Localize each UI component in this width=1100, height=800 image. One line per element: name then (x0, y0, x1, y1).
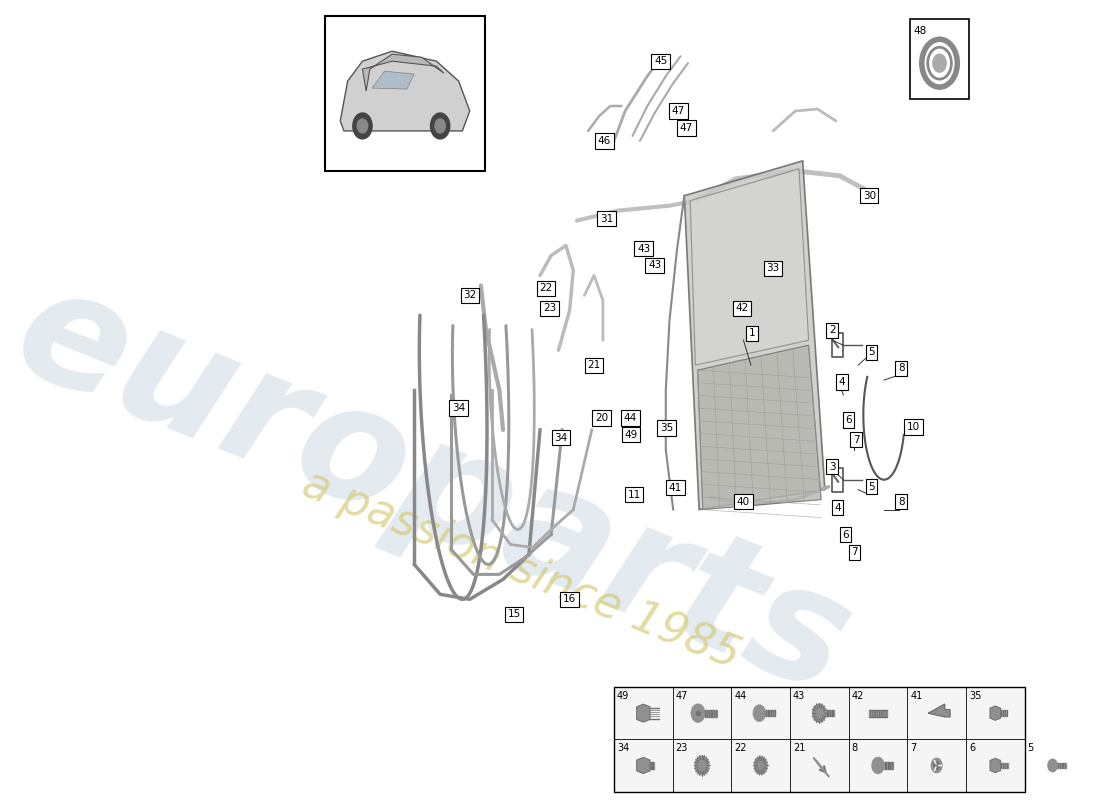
Circle shape (430, 113, 450, 139)
Circle shape (754, 705, 766, 722)
FancyBboxPatch shape (326, 16, 484, 170)
Text: 5: 5 (868, 347, 875, 357)
Text: 7: 7 (911, 743, 916, 754)
Text: 8: 8 (851, 743, 858, 754)
Text: 47: 47 (672, 106, 685, 116)
Text: 4: 4 (838, 377, 845, 387)
Text: 4: 4 (834, 502, 840, 513)
Circle shape (934, 762, 939, 769)
Text: 43: 43 (648, 261, 661, 270)
Circle shape (755, 757, 767, 774)
Text: 48: 48 (914, 26, 927, 36)
Text: 6: 6 (969, 743, 975, 754)
Circle shape (695, 756, 708, 775)
Circle shape (353, 113, 372, 139)
Text: 31: 31 (600, 214, 613, 224)
Circle shape (1048, 759, 1057, 772)
Text: 47: 47 (680, 123, 693, 133)
Text: 3: 3 (829, 462, 836, 472)
Text: 34: 34 (554, 433, 568, 443)
Circle shape (932, 758, 942, 773)
Text: 32: 32 (463, 290, 476, 300)
Text: 35: 35 (660, 423, 673, 433)
Text: 5: 5 (868, 482, 875, 492)
Text: 21: 21 (793, 743, 805, 754)
Text: europarts: europarts (0, 253, 871, 727)
Text: 49: 49 (617, 691, 629, 701)
Polygon shape (372, 71, 415, 89)
Text: a passion since 1985: a passion since 1985 (296, 462, 747, 677)
Circle shape (691, 704, 705, 722)
Text: 11: 11 (627, 490, 640, 500)
Text: 35: 35 (969, 691, 981, 701)
Text: 23: 23 (543, 303, 557, 314)
Text: 34: 34 (617, 743, 629, 754)
Text: 22: 22 (735, 743, 747, 754)
Circle shape (358, 119, 367, 133)
Text: 16: 16 (563, 594, 576, 604)
Circle shape (813, 704, 826, 722)
Text: 41: 41 (669, 482, 682, 493)
Text: 45: 45 (654, 56, 668, 66)
Text: 8: 8 (898, 363, 904, 373)
Text: 40: 40 (737, 497, 750, 506)
Text: 6: 6 (845, 415, 851, 425)
Polygon shape (990, 758, 1001, 773)
Polygon shape (690, 169, 808, 365)
Text: 46: 46 (597, 136, 611, 146)
Text: 21: 21 (587, 360, 601, 370)
Text: 30: 30 (862, 190, 876, 201)
Polygon shape (928, 704, 950, 717)
Text: 43: 43 (637, 243, 650, 254)
Text: 7: 7 (852, 435, 859, 445)
Polygon shape (637, 704, 650, 722)
Circle shape (872, 758, 884, 774)
Polygon shape (340, 51, 470, 131)
Text: 8: 8 (898, 497, 904, 506)
Polygon shape (363, 54, 443, 91)
Text: 7: 7 (851, 547, 858, 558)
Text: 41: 41 (911, 691, 923, 701)
Text: 6: 6 (843, 530, 849, 539)
Polygon shape (637, 758, 650, 774)
Polygon shape (697, 345, 822, 510)
Polygon shape (684, 161, 825, 510)
Text: 1: 1 (749, 328, 756, 338)
Text: 43: 43 (793, 691, 805, 701)
Text: 47: 47 (675, 691, 688, 701)
Text: 44: 44 (624, 413, 637, 423)
Circle shape (933, 54, 946, 72)
Text: 34: 34 (452, 403, 465, 413)
Text: 22: 22 (539, 283, 552, 294)
Text: 23: 23 (675, 743, 688, 754)
Text: 2: 2 (829, 326, 836, 335)
Circle shape (434, 119, 446, 133)
FancyBboxPatch shape (614, 687, 1024, 792)
Text: 10: 10 (908, 422, 921, 432)
Text: 44: 44 (735, 691, 747, 701)
Text: 15: 15 (507, 610, 520, 619)
Text: 42: 42 (736, 303, 749, 314)
Text: 42: 42 (851, 691, 864, 701)
FancyBboxPatch shape (910, 19, 969, 99)
Text: 5: 5 (1027, 743, 1034, 754)
Text: 49: 49 (625, 430, 638, 440)
Text: 33: 33 (767, 263, 780, 274)
Text: 20: 20 (595, 413, 608, 423)
Polygon shape (990, 706, 1001, 720)
